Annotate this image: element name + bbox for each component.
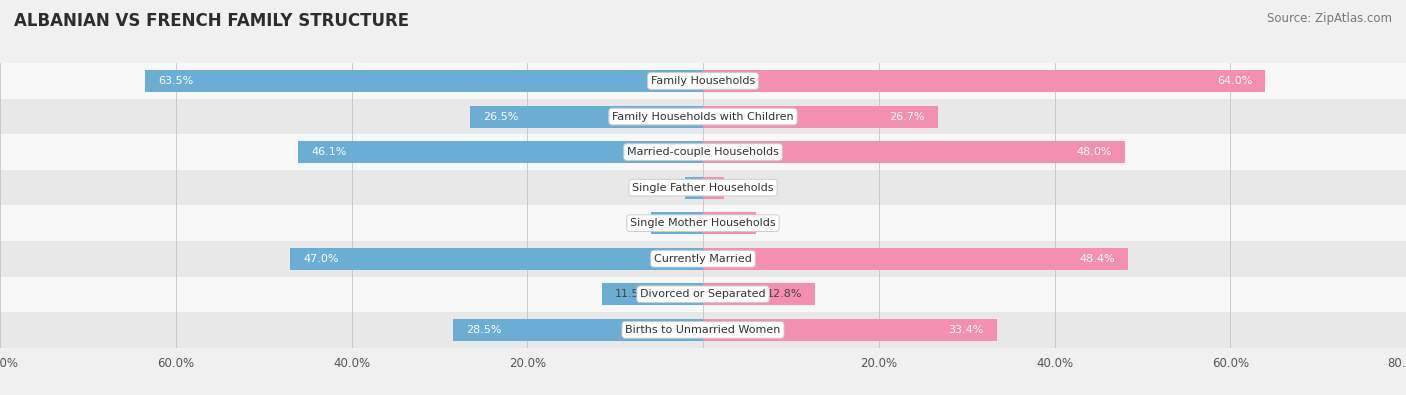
Text: 64.0%: 64.0% xyxy=(1216,76,1253,86)
Text: Family Households with Children: Family Households with Children xyxy=(612,111,794,122)
Bar xyxy=(290,248,703,270)
Bar xyxy=(145,70,703,92)
Text: 6.0%: 6.0% xyxy=(714,218,742,228)
Bar xyxy=(0,170,1406,205)
Bar xyxy=(703,319,997,341)
Text: 48.4%: 48.4% xyxy=(1080,254,1115,264)
Bar xyxy=(0,63,1406,99)
Text: 11.5%: 11.5% xyxy=(616,289,651,299)
Text: Source: ZipAtlas.com: Source: ZipAtlas.com xyxy=(1267,12,1392,25)
Text: 5.9%: 5.9% xyxy=(665,218,693,228)
Text: 33.4%: 33.4% xyxy=(948,325,983,335)
Text: 28.5%: 28.5% xyxy=(465,325,501,335)
Text: 46.1%: 46.1% xyxy=(311,147,346,157)
Bar xyxy=(0,134,1406,170)
Bar xyxy=(0,99,1406,134)
Bar xyxy=(651,212,703,234)
Bar xyxy=(703,105,938,128)
Text: 2.4%: 2.4% xyxy=(682,182,711,193)
Bar xyxy=(0,312,1406,348)
Text: Single Father Households: Single Father Households xyxy=(633,182,773,193)
Text: 26.5%: 26.5% xyxy=(484,111,519,122)
Bar xyxy=(453,319,703,341)
Text: Family Households: Family Households xyxy=(651,76,755,86)
Text: Births to Unmarried Women: Births to Unmarried Women xyxy=(626,325,780,335)
Bar xyxy=(703,283,815,305)
Bar xyxy=(470,105,703,128)
Bar xyxy=(0,205,1406,241)
Text: 47.0%: 47.0% xyxy=(304,254,339,264)
Bar xyxy=(703,141,1125,163)
Bar xyxy=(686,177,703,199)
Bar xyxy=(703,177,724,199)
Text: 48.0%: 48.0% xyxy=(1076,147,1112,157)
Bar xyxy=(0,276,1406,312)
Text: ALBANIAN VS FRENCH FAMILY STRUCTURE: ALBANIAN VS FRENCH FAMILY STRUCTURE xyxy=(14,12,409,30)
Text: 12.8%: 12.8% xyxy=(766,289,803,299)
Text: Married-couple Households: Married-couple Households xyxy=(627,147,779,157)
Text: 26.7%: 26.7% xyxy=(889,111,925,122)
Bar xyxy=(298,141,703,163)
Bar xyxy=(703,70,1265,92)
Bar xyxy=(0,241,1406,276)
Text: Divorced or Separated: Divorced or Separated xyxy=(640,289,766,299)
Bar xyxy=(703,248,1129,270)
Bar xyxy=(703,212,756,234)
Text: Currently Married: Currently Married xyxy=(654,254,752,264)
Text: 63.5%: 63.5% xyxy=(159,76,194,86)
Text: 2.0%: 2.0% xyxy=(699,182,727,193)
Bar xyxy=(602,283,703,305)
Text: Single Mother Households: Single Mother Households xyxy=(630,218,776,228)
